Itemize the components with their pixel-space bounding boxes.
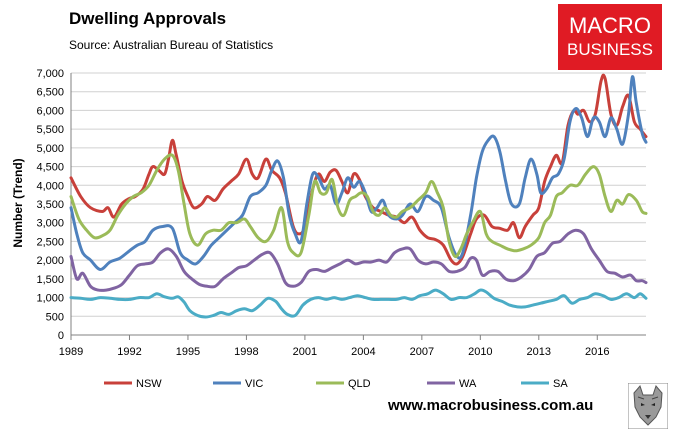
x-tick-labels: 1989 1992 1995 1998 2001 2004 2007 2010 2013 2016 (59, 346, 610, 358)
x-tick-label: 2007 (410, 346, 434, 358)
y-tick-label: 6,000 (36, 105, 64, 117)
x-tick-label: 1989 (59, 346, 83, 358)
x-tick-label: 1995 (176, 346, 200, 358)
website-url: www.macrobusiness.com.au (388, 397, 594, 414)
x-tick-label: 2001 (293, 346, 317, 358)
x-tick-label: 2016 (585, 346, 609, 358)
y-tick-label: 1,000 (36, 293, 64, 305)
y-tick-label: 4,000 (36, 180, 64, 192)
y-tick-label: 4,500 (36, 162, 64, 174)
series-line-sa (69, 288, 648, 319)
y-tick-label: 1,500 (36, 274, 64, 286)
axes (70, 73, 646, 340)
y-tick-label: 3,500 (36, 199, 64, 211)
y-tick-label: 2,000 (36, 255, 64, 267)
y-tick-label: 3,000 (36, 218, 64, 230)
x-tick-label: 2010 (468, 346, 492, 358)
legend-label-sa: SA (553, 378, 568, 390)
x-tick-label: 2013 (527, 346, 551, 358)
y-tick-label: 0 (58, 330, 64, 342)
y-tick-labels: 0 500 1,000 1,500 2,000 2,500 3,000 3,500 4,000 4… (36, 68, 64, 342)
x-tick-label: 1998 (234, 346, 258, 358)
y-tick-label: 500 (46, 311, 64, 323)
legend-label-nsw: NSW (136, 378, 162, 390)
legend-label-wa: WA (459, 378, 477, 390)
y-tick-label: 5,500 (36, 124, 64, 136)
logo-line-1: MACRO (569, 13, 651, 38)
y-tick-label: 2,500 (36, 236, 64, 248)
chart-title: Dwelling Approvals (69, 9, 227, 28)
legend-label-vic: VIC (245, 378, 263, 390)
series-line-vic (69, 75, 648, 271)
y-tick-label: 5,000 (36, 143, 64, 155)
legend: NSW VIC QLD WA SA (104, 378, 568, 390)
wolf-logo-icon (628, 383, 668, 429)
macrobusiness-logo: MACRO BUSINESS (558, 4, 662, 70)
chart-source: Source: Australian Bureau of Statistics (69, 38, 274, 52)
x-tick-label: 2004 (351, 346, 375, 358)
x-tick-label: 1992 (117, 346, 141, 358)
legend-label-qld: QLD (348, 378, 371, 390)
series-line-wa (69, 228, 648, 292)
y-tick-label: 7,000 (36, 68, 64, 80)
y-tick-label: 6,500 (36, 87, 64, 99)
series-line-qld (69, 153, 648, 259)
logo-line-2: BUSINESS (567, 40, 653, 59)
series-lines (69, 73, 648, 319)
